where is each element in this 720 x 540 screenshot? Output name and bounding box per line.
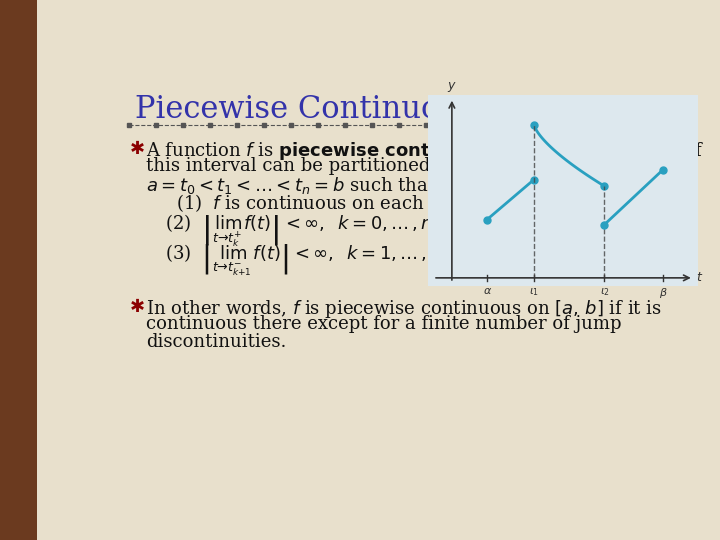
- Text: discontinuities.: discontinuities.: [145, 333, 286, 350]
- Text: (3)  $\left|\lim_{t \to t_{k+1}^-} f(t)\right| < \infty,\;\; k = 1, \ldots\, ,n$: (3) $\left|\lim_{t \to t_{k+1}^-} f(t)\r…: [166, 241, 443, 276]
- Text: this interval can be partitioned by a finite number of points: this interval can be partitioned by a fi…: [145, 157, 690, 175]
- Text: In other words, $f$ is piecewise continuous on $[a,\, b]$ if it is: In other words, $f$ is piecewise continu…: [145, 298, 662, 320]
- Text: $\beta$: $\beta$: [659, 286, 667, 300]
- Text: $\alpha$: $\alpha$: [482, 286, 492, 296]
- Text: (1)  $f$ is continuous on each $(t_k,\, t_{k+1})$: (1) $f$ is continuous on each $(t_k,\, t…: [176, 192, 509, 214]
- Text: $y$: $y$: [447, 80, 456, 94]
- Text: Piecewise Continuous Functions: Piecewise Continuous Functions: [135, 94, 638, 125]
- Text: (2)  $\left|\lim_{t \to t_k^+} f(t)\right| < \infty,\;\; k = 0, \ldots\, , n-1$: (2) $\left|\lim_{t \to t_k^+} f(t)\right…: [166, 212, 467, 248]
- Text: $\iota_1$: $\iota_1$: [529, 286, 539, 298]
- Text: $a = t_0 < t_1 < \ldots < t_n = b$ such that: $a = t_0 < t_1 < \ldots < t_n = b$ such …: [145, 174, 436, 195]
- Text: continuous there except for a finite number of jump: continuous there except for a finite num…: [145, 315, 621, 333]
- Text: A function $f$ is $\bf{piecewise\ continuous}$ on an interval $[a,\, b]$ if: A function $f$ is $\bf{piecewise\ contin…: [145, 140, 704, 161]
- Text: $t$: $t$: [696, 272, 703, 285]
- Text: ✱: ✱: [130, 298, 145, 316]
- Text: $\iota_2$: $\iota_2$: [600, 286, 609, 298]
- Text: ✱: ✱: [130, 140, 145, 158]
